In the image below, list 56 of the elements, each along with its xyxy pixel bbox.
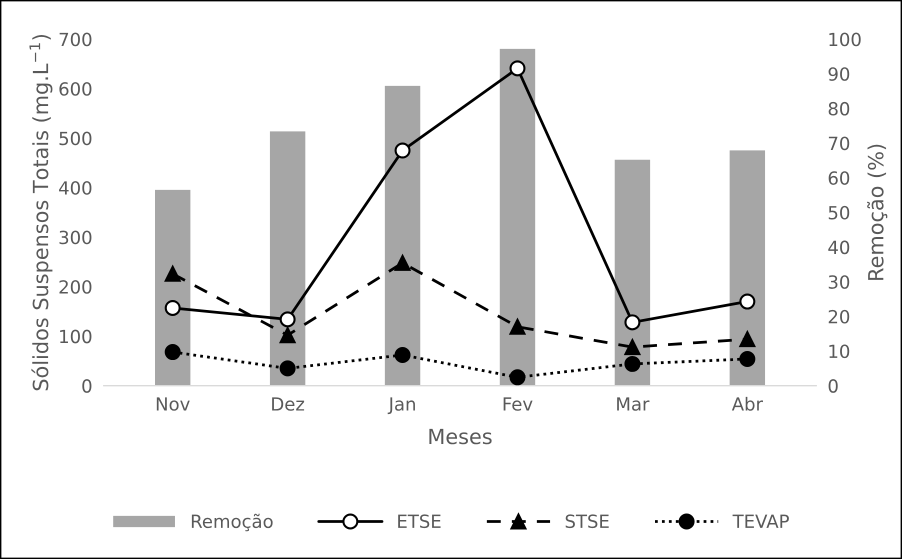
point: [739, 350, 756, 367]
point: [509, 369, 526, 386]
x-tick-label: Nov: [156, 397, 190, 411]
x-tick-label: Mar: [617, 397, 650, 411]
point: [164, 266, 181, 282]
x-tick-label: Abr: [732, 396, 763, 411]
legend-label: STSE: [566, 514, 609, 528]
y2-tick-label: 20: [828, 310, 850, 324]
y2-tick-label: 0: [828, 379, 838, 393]
bar: [383, 84, 422, 386]
legend-label: ETSE: [398, 514, 441, 528]
x-axis-title: Meses: [429, 428, 492, 444]
x-tick-label: Jan: [388, 397, 415, 414]
y-tick-label: 600: [59, 82, 92, 96]
y-tick-label: 400: [59, 181, 92, 195]
point: [739, 294, 756, 310]
y2-tick-label: 40: [828, 240, 850, 254]
y2-tick-label: 10: [829, 344, 850, 358]
bar: [268, 130, 307, 386]
y-tick-label: 100: [60, 330, 92, 344]
point: [509, 318, 526, 335]
point: [394, 347, 411, 363]
x-tick-label: Dez: [272, 397, 304, 411]
bar: [154, 188, 192, 386]
bar: [728, 148, 766, 386]
y-tick-label: 200: [59, 280, 92, 294]
y2-tick-label: 80: [828, 102, 850, 116]
point: [739, 331, 756, 348]
y2-tick-label: 30: [828, 275, 850, 289]
y2-tick-label: 50: [828, 206, 850, 220]
point: [624, 339, 640, 356]
y2-tick-label: 100: [829, 32, 861, 46]
y-tick-label: 700: [60, 32, 92, 46]
point: [164, 300, 181, 316]
y-axis-title: Sólidos Suspensos Totais (mg.L$^{−1}$): [29, 34, 52, 390]
y-tick-label: 300: [60, 230, 92, 244]
point: [624, 356, 640, 372]
point: [394, 142, 411, 159]
point: [509, 60, 526, 76]
y2-tick-label: 70: [828, 136, 850, 150]
legend-label: TEVAP: [732, 514, 789, 528]
y2-tick-label: 60: [828, 171, 850, 185]
y2-axis-title: Remoção (%): [867, 144, 888, 280]
point: [394, 254, 411, 271]
point: [280, 327, 296, 344]
point: [624, 314, 640, 330]
y-tick-label: 500: [60, 132, 92, 146]
point: [280, 311, 296, 328]
legend-label: Remoção: [192, 514, 273, 532]
point: [164, 344, 181, 360]
bar: [613, 158, 652, 386]
y-tick-label: 0: [82, 379, 92, 393]
y2-tick-label: 90: [828, 67, 850, 81]
point: [280, 360, 296, 376]
bar: [498, 47, 537, 386]
x-tick-label: Fev: [504, 397, 533, 411]
